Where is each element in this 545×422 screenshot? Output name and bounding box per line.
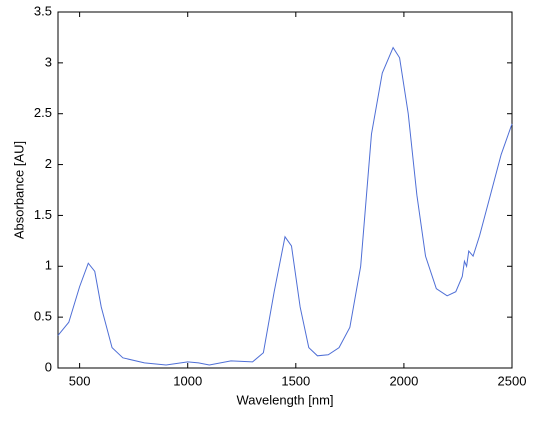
y-tick-label: 3 <box>45 54 52 69</box>
x-axis-label: Wavelength [nm] <box>236 392 333 407</box>
y-tick-label: 2.5 <box>34 105 52 120</box>
y-tick-label: 0 <box>45 359 52 374</box>
data-line <box>57 46 513 366</box>
y-axis-label: Absorbance [AU] <box>11 141 26 239</box>
x-tick-label: 500 <box>69 373 91 388</box>
y-tick-label: 0.5 <box>34 309 52 324</box>
x-tick-label: 1000 <box>173 373 202 388</box>
x-tick-label: 1500 <box>281 373 310 388</box>
y-tick-label: 3.5 <box>34 3 52 18</box>
y-tick-label: 2 <box>45 156 52 171</box>
plot-frame <box>57 11 513 369</box>
x-tick-label: 2500 <box>498 373 527 388</box>
x-tick-label: 2000 <box>389 373 418 388</box>
y-tick-label: 1 <box>45 258 52 273</box>
y-tick-label: 1.5 <box>34 207 52 222</box>
